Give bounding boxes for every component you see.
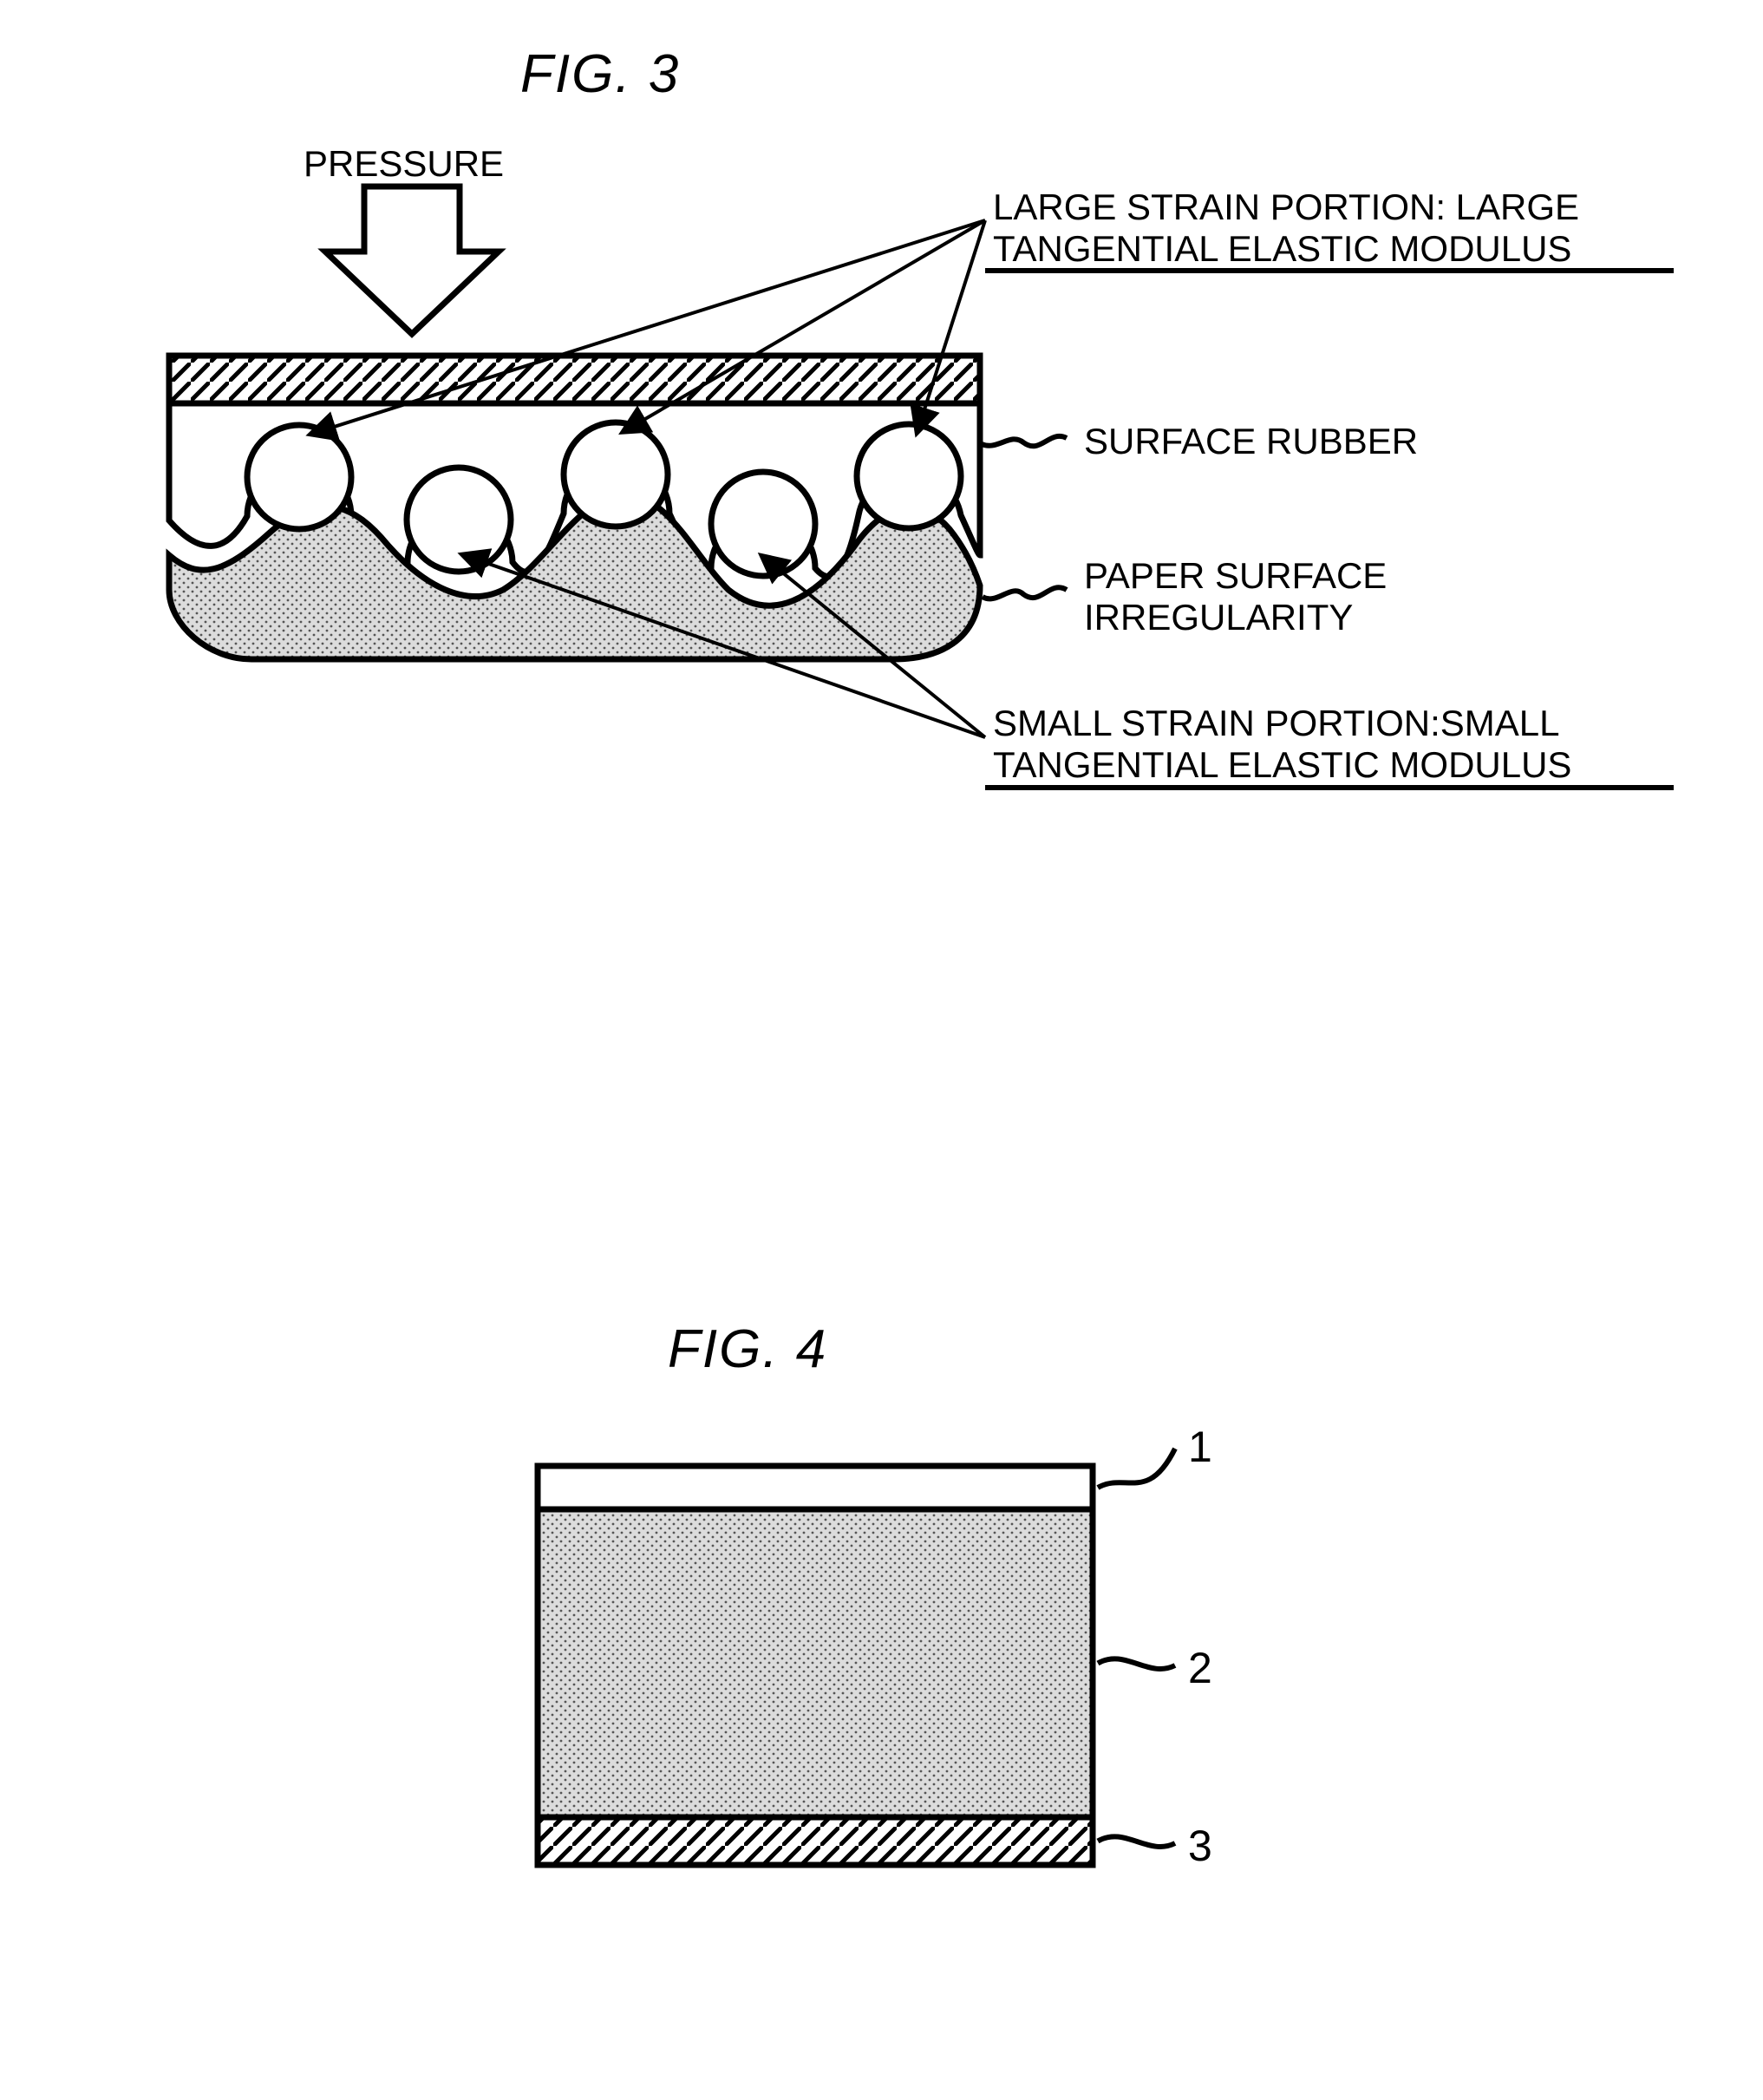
fig4-label-1: 1 bbox=[1188, 1423, 1212, 1473]
fig4-label-2: 2 bbox=[1188, 1644, 1212, 1694]
fig4-diagram bbox=[0, 1388, 1763, 1995]
fig4-label-3: 3 bbox=[1188, 1822, 1212, 1872]
fig3-diagram bbox=[0, 0, 1763, 954]
fig4-title: FIG. 4 bbox=[668, 1318, 827, 1380]
